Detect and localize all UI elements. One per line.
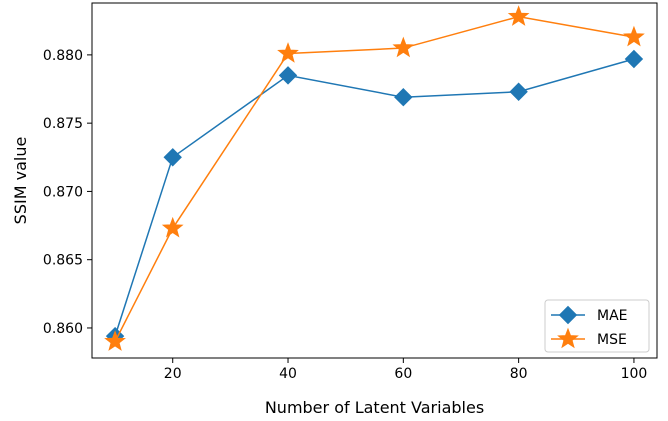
data-point-mse [277, 42, 299, 63]
legend-label-mae: MAE [597, 308, 628, 324]
legend-item-mae: MAE [551, 305, 628, 325]
axis-ticks: 20 40 60 80 100 0.860 0.865 0.870 0.875 0.880 [43, 48, 647, 382]
series-mse [104, 5, 645, 351]
series-mae [105, 49, 644, 346]
data-point-mse [392, 36, 415, 58]
x-tick-label: 100 [621, 366, 648, 382]
y-tick-label: 0.860 [43, 321, 83, 337]
data-point-mae [394, 88, 413, 107]
x-tick-label: 80 [510, 366, 528, 382]
data-point-mae [278, 66, 298, 85]
x-tick-label: 20 [164, 366, 182, 382]
data-point-mse [104, 330, 126, 351]
data-point-mse [507, 5, 530, 26]
plot-area [104, 5, 645, 351]
y-tick-label: 0.875 [43, 116, 83, 132]
data-point-mae [163, 148, 182, 167]
x-axis-label: Number of Latent Variables [265, 398, 484, 417]
data-point-mae [624, 49, 644, 69]
data-point-mse [161, 216, 184, 238]
legend-item-mse: MSE [551, 327, 627, 349]
legend-label-mse: MSE [597, 332, 627, 348]
data-point-mae [509, 82, 528, 101]
series-line-mae [114, 58, 635, 337]
x-tick-label: 40 [279, 366, 297, 382]
y-axis-label: SSIM value [11, 137, 30, 225]
series-line-mse [114, 15, 635, 342]
y-tick-label: 0.865 [43, 253, 83, 269]
legend-marker-mse [557, 327, 579, 349]
x-tick-label: 60 [394, 366, 412, 382]
plot-frame [91, 2, 658, 359]
legend-marker-mae [558, 305, 578, 325]
y-tick-label: 0.880 [43, 48, 83, 64]
data-point-mse [623, 25, 645, 47]
y-tick-label: 0.870 [43, 184, 83, 200]
legend: MAE MSE [544, 299, 650, 353]
